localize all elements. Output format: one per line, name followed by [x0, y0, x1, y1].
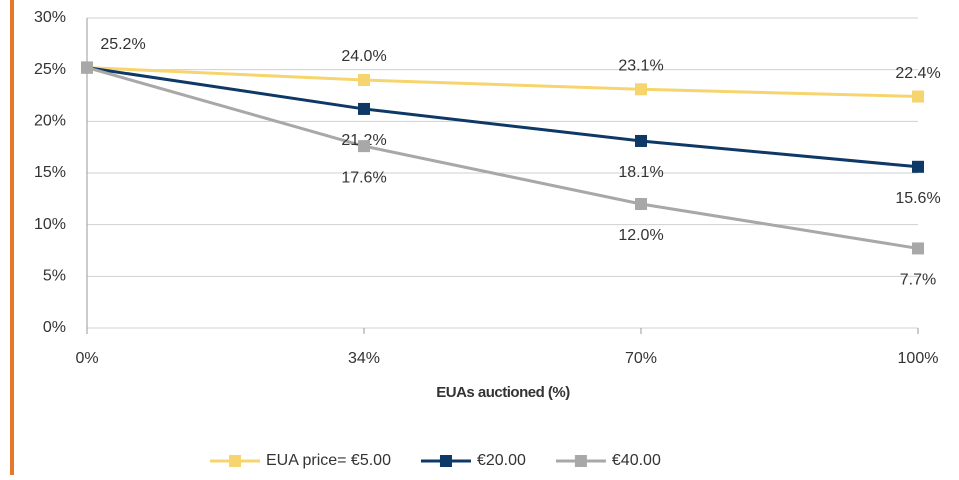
marker — [635, 198, 647, 210]
y-tick-label: 5% — [43, 268, 66, 285]
legend-marker — [229, 455, 241, 467]
legend-marker — [574, 455, 587, 467]
legend-label: EUA price= €5.00 — [266, 452, 391, 469]
data-label: 12.0% — [618, 227, 663, 244]
x-axis-title: EUAs auctioned (%) — [436, 384, 570, 401]
data-label: 17.6% — [341, 169, 386, 186]
marker — [81, 61, 93, 74]
series-line — [86, 66, 919, 169]
marker — [912, 242, 924, 255]
y-tick-label: 0% — [43, 319, 66, 336]
data-label: 22.4% — [895, 65, 940, 82]
data-label: 15.6% — [895, 190, 940, 207]
x-tick-label: 70% — [625, 350, 657, 367]
marker — [635, 134, 647, 147]
data-label: 25.2% — [100, 36, 145, 53]
x-tick-label: 100% — [898, 350, 939, 367]
legend-label: €40.00 — [612, 452, 661, 469]
data-label: 7.7% — [900, 272, 936, 289]
data-label: 18.1% — [618, 164, 663, 181]
marker — [912, 90, 924, 103]
y-tick-label: 10% — [34, 216, 66, 233]
series-line — [86, 66, 919, 250]
series-line — [86, 66, 919, 99]
x-tick-label: 0% — [75, 350, 98, 367]
marker — [358, 102, 370, 115]
legend-label: €20.00 — [477, 452, 526, 469]
legend-marker — [439, 455, 452, 467]
y-tick-label: 15% — [34, 164, 66, 181]
marker — [358, 74, 370, 86]
y-tick-label: 20% — [34, 113, 66, 130]
accent-bar — [10, 0, 14, 475]
data-label: 23.1% — [618, 58, 663, 75]
marker — [635, 83, 647, 96]
marker — [912, 160, 924, 173]
marker — [358, 140, 370, 153]
y-tick-label: 30% — [34, 9, 66, 26]
data-label: 24.0% — [341, 48, 386, 65]
y-tick-label: 25% — [34, 61, 66, 78]
x-tick-label: 34% — [348, 350, 380, 367]
